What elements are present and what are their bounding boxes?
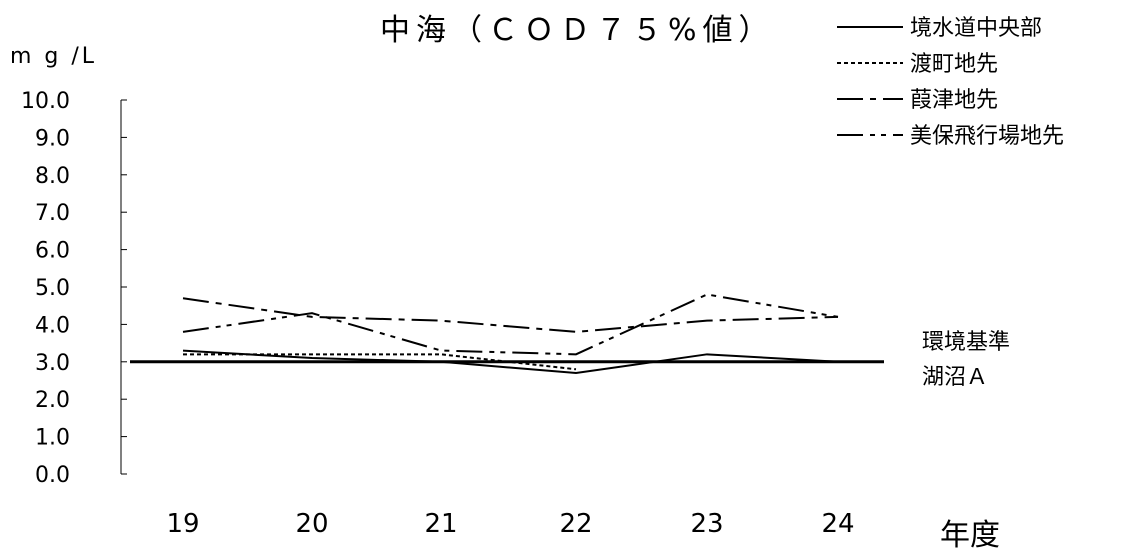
legend-label-3: 葭津地先	[910, 88, 998, 113]
chart-title: 中海（ＣＯＤ７５%値）	[380, 13, 775, 48]
series-line-3	[183, 298, 838, 332]
legend-label-1: 境水道中央部	[910, 16, 1042, 41]
x-tick-label: 23	[690, 509, 723, 539]
y-tick-label: 8.0	[35, 164, 70, 189]
y-tick-label: 1.0	[35, 426, 70, 451]
y-tick-label: 3.0	[35, 351, 70, 376]
y-unit-label: m g /L	[10, 44, 97, 69]
x-tick-label: 21	[424, 509, 457, 539]
y-tick-label: 10.0	[21, 89, 70, 114]
x-tick-label: 22	[559, 509, 592, 539]
y-tick-label: 4.0	[35, 313, 70, 338]
x-axis-label: 年度	[940, 518, 1000, 553]
y-tick-label: 9.0	[35, 126, 70, 151]
x-ticks: 19 20 21 22 23 24	[166, 509, 854, 539]
legend-label-4: 美保飛行場地先	[910, 124, 1064, 149]
legend-label-2: 渡町地先	[910, 52, 998, 77]
y-tick-label: 5.0	[35, 276, 70, 301]
y-tick-label: 6.0	[35, 239, 70, 264]
reference-label-line2: 湖沼Ａ	[922, 365, 988, 390]
series-line-4	[183, 294, 838, 354]
y-tick-label: 2.0	[35, 388, 70, 413]
x-tick-label: 20	[295, 509, 328, 539]
y-ticks: 0.0 1.0 2.0 3.0 4.0 5.0 6.0 7.0 8.0 9.0 10.0	[21, 89, 127, 488]
x-tick-label: 24	[821, 509, 854, 539]
x-tick-label: 19	[166, 509, 199, 539]
reference-label-line1: 環境基準	[922, 330, 1010, 355]
y-tick-label: 7.0	[35, 201, 70, 226]
y-tick-label: 0.0	[35, 463, 70, 488]
